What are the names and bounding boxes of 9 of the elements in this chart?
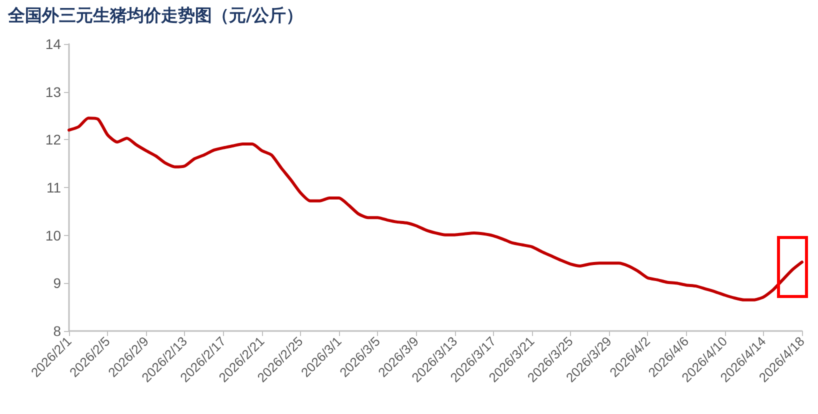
- y-tick-label: 13: [45, 84, 62, 100]
- line-series: [68, 116, 804, 302]
- y-tick-label: 14: [45, 36, 62, 52]
- y-tick-label: 12: [45, 132, 62, 148]
- y-tick-label: 9: [53, 275, 62, 292]
- y-tick-label: 11: [46, 180, 62, 196]
- y-tick-label: 10: [45, 227, 62, 244]
- chart-title: 全国外三元生猪均价走势图（元/公斤）: [8, 5, 304, 27]
- y-tick-label: 8: [53, 323, 62, 339]
